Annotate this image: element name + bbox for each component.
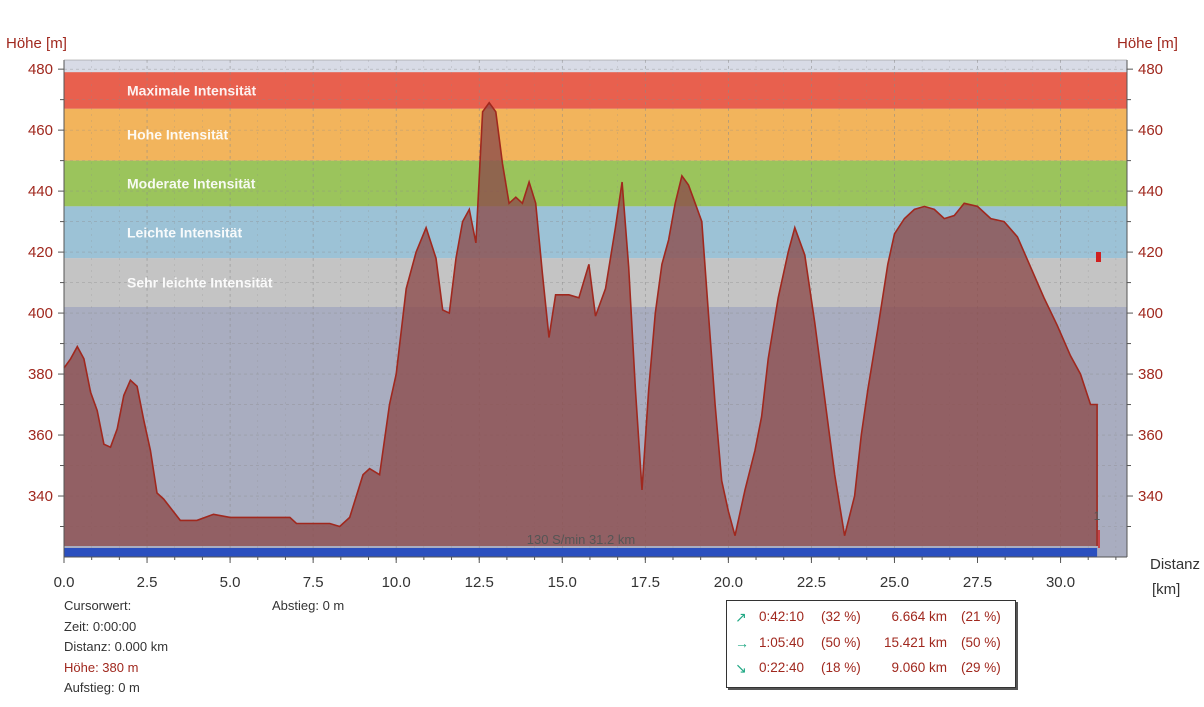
arrow-down-right-icon: ↘ bbox=[735, 660, 747, 676]
stats-time-pct: (50 %) bbox=[821, 635, 861, 650]
cursor-hoehe: Höhe: 380 m bbox=[64, 659, 139, 675]
x-tick-label: 20.0 bbox=[714, 574, 743, 591]
x-tick-label: 25.0 bbox=[880, 574, 909, 591]
zone-label: Moderate Intensität bbox=[127, 175, 256, 191]
slope-stats-box: ↗ 0:42:10 (32 %) 6.664 km (21 %) → 1:05:… bbox=[726, 600, 1016, 688]
arrow-up-right-icon: ↗ bbox=[735, 609, 747, 625]
stats-time: 1:05:40 bbox=[759, 635, 805, 650]
x-tick-label: 15.0 bbox=[548, 574, 577, 591]
end-marker-label: 130 S/min 31.2 km bbox=[527, 532, 635, 547]
y-tick-label-left: 340 bbox=[28, 488, 53, 505]
y-tick-label-left: 480 bbox=[28, 61, 53, 78]
stats-row-flat: → 1:05:40 (50 %) 15.421 km (50 %) bbox=[727, 635, 1015, 655]
x-tick-label: 22.5 bbox=[797, 574, 826, 591]
zone-band bbox=[64, 160, 1127, 207]
zone-label: Hohe Intensität bbox=[127, 127, 228, 143]
x-tick-label: 0.0 bbox=[54, 574, 75, 591]
stats-distance-pct: (21 %) bbox=[961, 609, 1001, 624]
y-tick-label-right: 360 bbox=[1138, 427, 1163, 444]
cursor-distanz: Distanz: 0.000 km bbox=[64, 639, 169, 654]
y-tick-label-right: 400 bbox=[1138, 305, 1163, 322]
stats-time-pct: (18 %) bbox=[821, 660, 861, 675]
stats-distance-pct: (50 %) bbox=[961, 635, 1001, 650]
y-tick-label-left: 400 bbox=[28, 305, 53, 322]
x-tick-label: 27.5 bbox=[963, 574, 992, 591]
x-axis-unit: [km] bbox=[1152, 581, 1181, 598]
y-tick-label-left: 420 bbox=[28, 244, 53, 261]
y-tick-label-right: 380 bbox=[1138, 366, 1163, 383]
stats-row-ascent: ↗ 0:42:10 (32 %) 6.664 km (21 %) bbox=[727, 609, 1015, 629]
y-tick-label-left: 360 bbox=[28, 427, 53, 444]
x-axis-title: Distanz bbox=[1150, 556, 1201, 573]
cursor-marker bbox=[1096, 252, 1101, 262]
y-tick-label-left: 440 bbox=[28, 183, 53, 200]
y-tick-label-right: 480 bbox=[1138, 61, 1163, 78]
elevation-area bbox=[64, 102, 1098, 547]
y-axis-title-left: Höhe [m] bbox=[6, 35, 67, 52]
y-tick-label-left: 460 bbox=[28, 122, 53, 139]
stats-distance: 6.664 km bbox=[891, 609, 947, 624]
y-tick-label-right: 340 bbox=[1138, 488, 1163, 505]
distance-bar bbox=[64, 548, 1098, 557]
x-tick-label: 10.0 bbox=[382, 574, 411, 591]
cursor-values-panel: Cursorwert: Zeit: 0:00:00 Distanz: 0.000… bbox=[64, 596, 168, 699]
y-tick-label-left: 380 bbox=[28, 366, 53, 383]
zone-label: Leichte Intensität bbox=[127, 224, 242, 240]
end-marker-tick-label: 1 bbox=[1094, 509, 1101, 523]
stats-distance: 15.421 km bbox=[883, 635, 947, 650]
zone-band bbox=[64, 108, 1127, 161]
x-tick-label: 17.5 bbox=[631, 574, 660, 591]
elevation-line bbox=[63, 101, 1098, 547]
zone-label: Sehr leichte Intensität bbox=[127, 275, 273, 291]
zone-label: Maximale Intensität bbox=[127, 82, 256, 98]
y-axis-title-right: Höhe [m] bbox=[1117, 35, 1178, 52]
x-tick-label: 2.5 bbox=[137, 574, 158, 591]
stats-distance: 9.060 km bbox=[891, 660, 947, 675]
cursor-aufstieg: Aufstieg: 0 m bbox=[64, 680, 140, 695]
stats-distance-pct: (29 %) bbox=[961, 660, 1001, 675]
x-tick-label: 30.0 bbox=[1046, 574, 1075, 591]
stats-row-descent: ↘ 0:22:40 (18 %) 9.060 km (29 %) bbox=[727, 660, 1015, 680]
y-tick-label-right: 440 bbox=[1138, 183, 1163, 200]
stats-time-pct: (32 %) bbox=[821, 609, 861, 624]
arrow-right-icon: → bbox=[735, 635, 749, 651]
cursor-zeit: Zeit: 0:00:00 bbox=[64, 618, 137, 634]
y-tick-label-right: 460 bbox=[1138, 122, 1163, 139]
zone-band bbox=[64, 72, 1127, 109]
x-tick-label: 5.0 bbox=[220, 574, 241, 591]
cursor-abstieg: Abstieg: 0 m bbox=[272, 598, 345, 613]
stats-time: 0:42:10 bbox=[759, 609, 805, 624]
y-tick-label-right: 420 bbox=[1138, 244, 1163, 261]
stats-time: 0:22:40 bbox=[759, 660, 805, 675]
cursor-title: Cursorwert: bbox=[64, 598, 132, 613]
x-tick-label: 7.5 bbox=[303, 574, 324, 591]
x-tick-label: 12.5 bbox=[465, 574, 494, 591]
